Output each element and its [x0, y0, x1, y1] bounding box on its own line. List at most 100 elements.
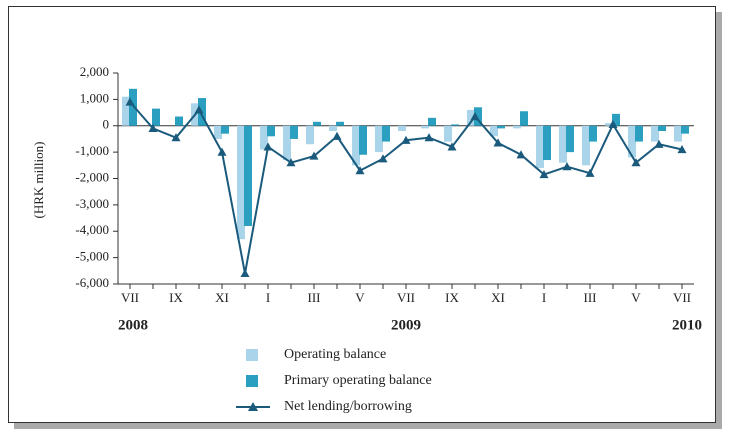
x-tick-label: III	[308, 290, 321, 305]
bar	[582, 125, 590, 166]
bar	[152, 108, 160, 126]
x-tick-label: XI	[491, 290, 505, 305]
x-tick-label: IX	[169, 290, 183, 305]
bar	[566, 125, 574, 153]
line-marker	[171, 133, 181, 142]
legend-label: Net lending/borrowing	[284, 399, 412, 414]
y-tick-label: 1,000	[80, 90, 109, 105]
bar	[175, 116, 183, 126]
x-tick-label: V	[355, 290, 365, 305]
line-marker	[240, 268, 250, 278]
line-marker	[125, 97, 135, 106]
x-tick-label: VII	[397, 290, 415, 305]
legend-swatch	[248, 402, 258, 411]
bar	[398, 125, 406, 132]
bar	[214, 125, 222, 139]
bar	[306, 125, 314, 145]
legend-swatch	[246, 375, 258, 387]
bar	[628, 125, 636, 158]
bar	[681, 125, 689, 134]
line-marker	[286, 158, 296, 167]
bar	[536, 125, 544, 168]
bar	[237, 125, 245, 240]
bar	[267, 125, 275, 137]
x-tick-label: I	[542, 290, 546, 305]
bar	[635, 125, 643, 142]
line-marker	[378, 154, 388, 163]
bar	[451, 124, 459, 126]
bar	[612, 113, 620, 126]
y-axis-label: (HRK million)	[31, 142, 46, 219]
legend-label: Operating balance	[284, 347, 386, 362]
x-tick-label: V	[631, 290, 641, 305]
bar	[513, 125, 521, 129]
legend-label: Primary operating balance	[284, 373, 432, 388]
bar	[421, 125, 429, 129]
bar	[559, 125, 567, 163]
bar	[428, 117, 436, 126]
line-marker	[654, 139, 664, 148]
bar	[520, 111, 528, 126]
x-tick-label: XI	[215, 290, 229, 305]
bar	[352, 125, 360, 166]
bar	[329, 125, 337, 132]
line-marker	[401, 135, 411, 144]
year-label: 2008	[118, 317, 148, 333]
line-marker	[332, 131, 342, 140]
bar	[444, 125, 452, 142]
bar	[543, 125, 551, 161]
y-tick-label: 0	[103, 117, 110, 132]
bar	[375, 125, 383, 153]
y-tick-label: -5,000	[75, 249, 109, 264]
y-tick-label: -4,000	[75, 222, 109, 237]
line-marker	[562, 162, 572, 171]
bar	[658, 125, 666, 132]
line-marker	[263, 142, 273, 151]
legend-swatch	[246, 349, 258, 361]
y-tick-label: -1,000	[75, 143, 109, 158]
line-marker	[608, 119, 618, 129]
bar	[497, 125, 505, 129]
line-marker	[355, 166, 365, 175]
chart-frame	[8, 6, 716, 423]
x-tick-label: III	[584, 290, 597, 305]
y-tick-label: -3,000	[75, 196, 109, 211]
line-marker	[470, 112, 480, 121]
bar	[674, 125, 682, 142]
bar	[260, 125, 268, 150]
line-marker	[493, 138, 503, 147]
line-marker	[194, 105, 204, 114]
bar	[589, 125, 597, 142]
line-marker	[631, 158, 641, 167]
bar	[336, 121, 344, 126]
line-marker	[309, 151, 319, 160]
bar	[651, 125, 659, 142]
bar	[605, 123, 613, 126]
line-marker	[148, 123, 158, 132]
x-tick-label: I	[266, 290, 270, 305]
bar	[129, 88, 137, 126]
year-label: 2010	[672, 317, 702, 333]
bar	[359, 125, 367, 155]
y-tick-label: -6,000	[75, 275, 109, 290]
line-marker	[677, 144, 687, 154]
line-marker	[424, 133, 434, 142]
x-tick-label: IX	[445, 290, 459, 305]
y-tick-label: -2,000	[75, 169, 109, 184]
bar	[122, 96, 130, 126]
y-tick-label: 2,000	[80, 64, 109, 79]
bar	[290, 125, 298, 139]
bar	[382, 125, 390, 142]
bar	[221, 125, 229, 134]
line-marker	[447, 142, 457, 151]
line-marker	[585, 168, 595, 177]
bar	[474, 107, 482, 126]
bar	[467, 109, 475, 126]
line-marker	[516, 150, 526, 159]
x-tick-label: VII	[121, 290, 139, 305]
year-label: 2009	[391, 317, 421, 333]
bar	[313, 121, 321, 126]
bar	[490, 125, 498, 137]
